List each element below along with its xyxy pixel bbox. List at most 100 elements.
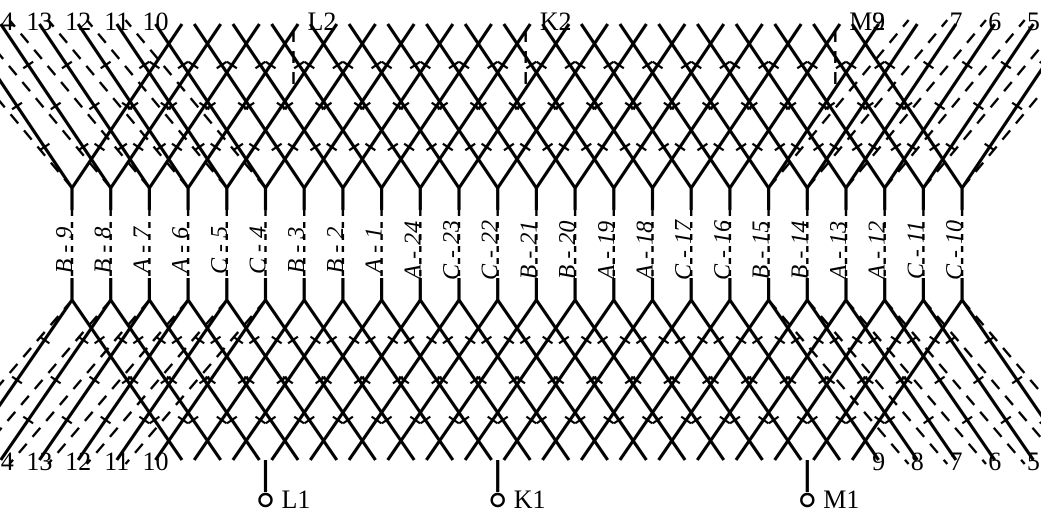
slot-num: 18 bbox=[633, 221, 659, 245]
slot-label: A - 1 bbox=[362, 227, 388, 275]
slot-num: 21 bbox=[516, 221, 542, 245]
slot-label: C - 10 bbox=[942, 220, 968, 280]
top-terminal-label: L2 bbox=[308, 7, 337, 36]
slot-dash: - bbox=[284, 239, 310, 259]
edge-number: 6 bbox=[988, 447, 1001, 476]
slot-num: 13 bbox=[826, 221, 852, 245]
slot-num: 7 bbox=[129, 226, 155, 239]
slot-letter: A bbox=[865, 264, 891, 281]
top-terminal-label: K2 bbox=[540, 7, 572, 36]
edge-number: 7 bbox=[950, 447, 963, 476]
edge-number: 10 bbox=[143, 447, 169, 476]
slot-label: B - 20 bbox=[555, 221, 581, 280]
slot-label: A - 12 bbox=[865, 221, 891, 281]
slot-dash: - bbox=[516, 245, 542, 265]
bot-solid-arm bbox=[0, 300, 72, 460]
slot-letter: C bbox=[710, 263, 736, 280]
edge-number: 12 bbox=[65, 447, 91, 476]
terminal-circle bbox=[492, 494, 504, 506]
slot-label: A - 6 bbox=[168, 227, 194, 275]
slot-dash: - bbox=[439, 244, 465, 264]
edge-number: 5 bbox=[1027, 7, 1040, 36]
bot-terminal-label: L1 bbox=[282, 485, 311, 514]
slot-letter: B bbox=[749, 264, 775, 279]
edge-number: 13 bbox=[26, 447, 52, 476]
slot-dash: - bbox=[710, 244, 736, 264]
slot-letter: B bbox=[787, 264, 813, 279]
slot-label: B - 14 bbox=[787, 221, 813, 280]
slot-num: 20 bbox=[555, 221, 581, 245]
slot-letter: C bbox=[439, 263, 465, 280]
slot-num: 16 bbox=[710, 220, 736, 244]
slot-num: 23 bbox=[439, 220, 465, 244]
slot-num: 22 bbox=[478, 220, 504, 244]
edge-number: 5 bbox=[1027, 447, 1040, 476]
slot-letter: C bbox=[207, 257, 233, 274]
slot-num: 5 bbox=[207, 226, 233, 238]
slot-dash: - bbox=[478, 244, 504, 264]
slot-num: 1 bbox=[362, 227, 388, 239]
slot-letter: B bbox=[323, 258, 349, 273]
slot-label: C - 16 bbox=[710, 220, 736, 280]
winding-diagram-svg: B - 9B - 8A - 7A - 6C - 5C - 4B - 3B - 2… bbox=[0, 0, 1041, 516]
slot-num: 9 bbox=[52, 227, 78, 239]
slot-letter: B bbox=[516, 264, 542, 279]
slot-letter: A bbox=[594, 264, 620, 281]
edge-number: 14 bbox=[0, 447, 14, 476]
slot-label: A - 24 bbox=[400, 221, 426, 281]
bot-dashed-arm bbox=[0, 300, 72, 464]
slot-letter: C bbox=[903, 262, 929, 279]
slot-letter: C bbox=[942, 263, 968, 280]
slot-dash: - bbox=[787, 245, 813, 265]
slot-dash: - bbox=[749, 245, 775, 265]
slot-letter: A bbox=[826, 264, 852, 281]
slot-num: 11 bbox=[903, 221, 929, 243]
slot-label: B - 15 bbox=[749, 221, 775, 280]
slot-label: A - 18 bbox=[633, 221, 659, 281]
top-dashed-arm bbox=[0, 20, 72, 188]
edge-number: 8 bbox=[911, 447, 924, 476]
slot-letter: A bbox=[400, 264, 426, 281]
edge-number: 9 bbox=[872, 447, 885, 476]
slot-dash: - bbox=[246, 238, 272, 258]
slot-dash: - bbox=[671, 244, 697, 264]
edge-number: 11 bbox=[104, 7, 129, 36]
edge-number: 14 bbox=[0, 7, 14, 36]
slot-dash: - bbox=[91, 239, 117, 259]
slot-dash: - bbox=[400, 245, 426, 265]
terminal-circle bbox=[260, 494, 272, 506]
slot-label: C - 17 bbox=[671, 219, 697, 280]
slot-label: A - 13 bbox=[826, 221, 852, 281]
slot-letter: A bbox=[362, 258, 388, 275]
slot-num: 4 bbox=[246, 226, 272, 238]
terminal-circle bbox=[801, 494, 813, 506]
slot-letter: A bbox=[633, 264, 659, 281]
slot-label: A - 7 bbox=[129, 226, 155, 275]
slot-dash: - bbox=[942, 244, 968, 264]
slot-dash: - bbox=[168, 239, 194, 259]
slot-letter: B bbox=[284, 258, 310, 273]
slot-label: B - 3 bbox=[284, 227, 310, 274]
slot-dash: - bbox=[903, 243, 929, 263]
top-solid-arm bbox=[0, 24, 72, 188]
slot-dash: - bbox=[323, 239, 349, 259]
slot-letter: A bbox=[168, 258, 194, 275]
slot-letter: B bbox=[52, 258, 78, 273]
slot-label: A - 19 bbox=[594, 221, 620, 281]
slot-label: B - 8 bbox=[91, 227, 117, 274]
edge-number: 10 bbox=[143, 7, 169, 36]
slot-label: B - 21 bbox=[516, 221, 542, 280]
slot-dash: - bbox=[633, 245, 659, 265]
edge-number: 6 bbox=[988, 7, 1001, 36]
slot-label: B - 9 bbox=[52, 227, 78, 274]
slot-num: 19 bbox=[594, 221, 620, 245]
slot-dash: - bbox=[129, 239, 155, 259]
slot-dash: - bbox=[207, 238, 233, 258]
slot-letter: C bbox=[671, 263, 697, 280]
slot-letter: C bbox=[246, 257, 272, 274]
edge-number: 7 bbox=[950, 7, 963, 36]
slot-label: C - 11 bbox=[903, 221, 929, 279]
slot-letter: B bbox=[91, 258, 117, 273]
slot-num: 14 bbox=[787, 221, 813, 245]
slot-dash: - bbox=[52, 239, 78, 259]
